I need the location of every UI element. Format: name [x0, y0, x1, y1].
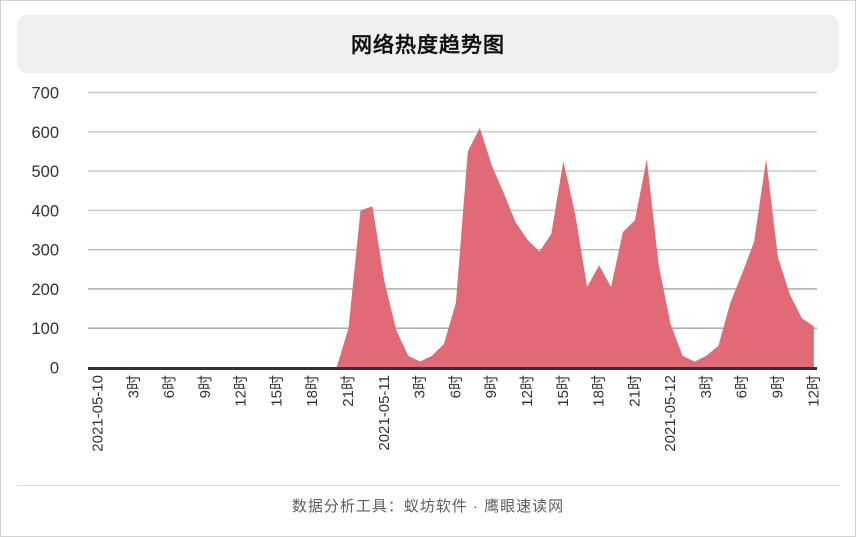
x-axis-label: 2021-05-11 [376, 375, 393, 451]
x-axis-label: 3时 [412, 375, 429, 398]
x-axis-label: 12时 [519, 375, 536, 407]
area-series [98, 127, 814, 370]
x-axis-label: 9时 [483, 375, 500, 398]
y-axis-label: 200 [31, 281, 59, 299]
y-axis-label: 300 [31, 242, 59, 260]
x-axis-label: 18时 [591, 375, 608, 407]
x-axis-label: 15时 [555, 375, 572, 407]
footer-divider [17, 485, 840, 486]
x-axis-label: 18时 [304, 375, 321, 407]
x-axis-label: 12时 [233, 375, 250, 407]
chart-title-bar: 网络热度趋势图 [17, 15, 839, 73]
x-axis-label: 6时 [734, 375, 751, 398]
y-axis-label: 500 [31, 163, 59, 181]
footer-credit: 数据分析工具：蚁坊软件 · 鹰眼速读网 [291, 498, 565, 515]
x-axis-label: 2021-05-12 [662, 375, 679, 452]
x-axis-label: 21时 [626, 375, 643, 407]
y-axis-label: 600 [31, 124, 59, 142]
y-axis-label: 400 [31, 202, 59, 220]
x-axis-label: 15时 [268, 375, 285, 407]
y-axis-label: 0 [50, 360, 59, 378]
chart-title: 网络热度趋势图 [351, 34, 505, 57]
y-axis-label: 100 [31, 320, 59, 338]
x-axis-label: 3时 [698, 375, 715, 398]
x-axis-label: 6时 [161, 375, 178, 398]
x-axis-label: 9时 [197, 375, 214, 398]
x-axis-label: 12时 [805, 375, 822, 407]
x-axis-label: 6时 [447, 375, 464, 398]
x-axis-label: 2021-05-10 [90, 375, 107, 452]
x-axis-label: 9时 [770, 375, 787, 398]
x-axis-label: 21时 [340, 375, 357, 407]
y-axis-label: 700 [31, 85, 59, 103]
x-axis-label: 3时 [125, 375, 142, 398]
trend-area-chart: 0 100 200 300 400 500 600 700 2021-05-10 3时 6时 9时 12… [31, 85, 822, 452]
